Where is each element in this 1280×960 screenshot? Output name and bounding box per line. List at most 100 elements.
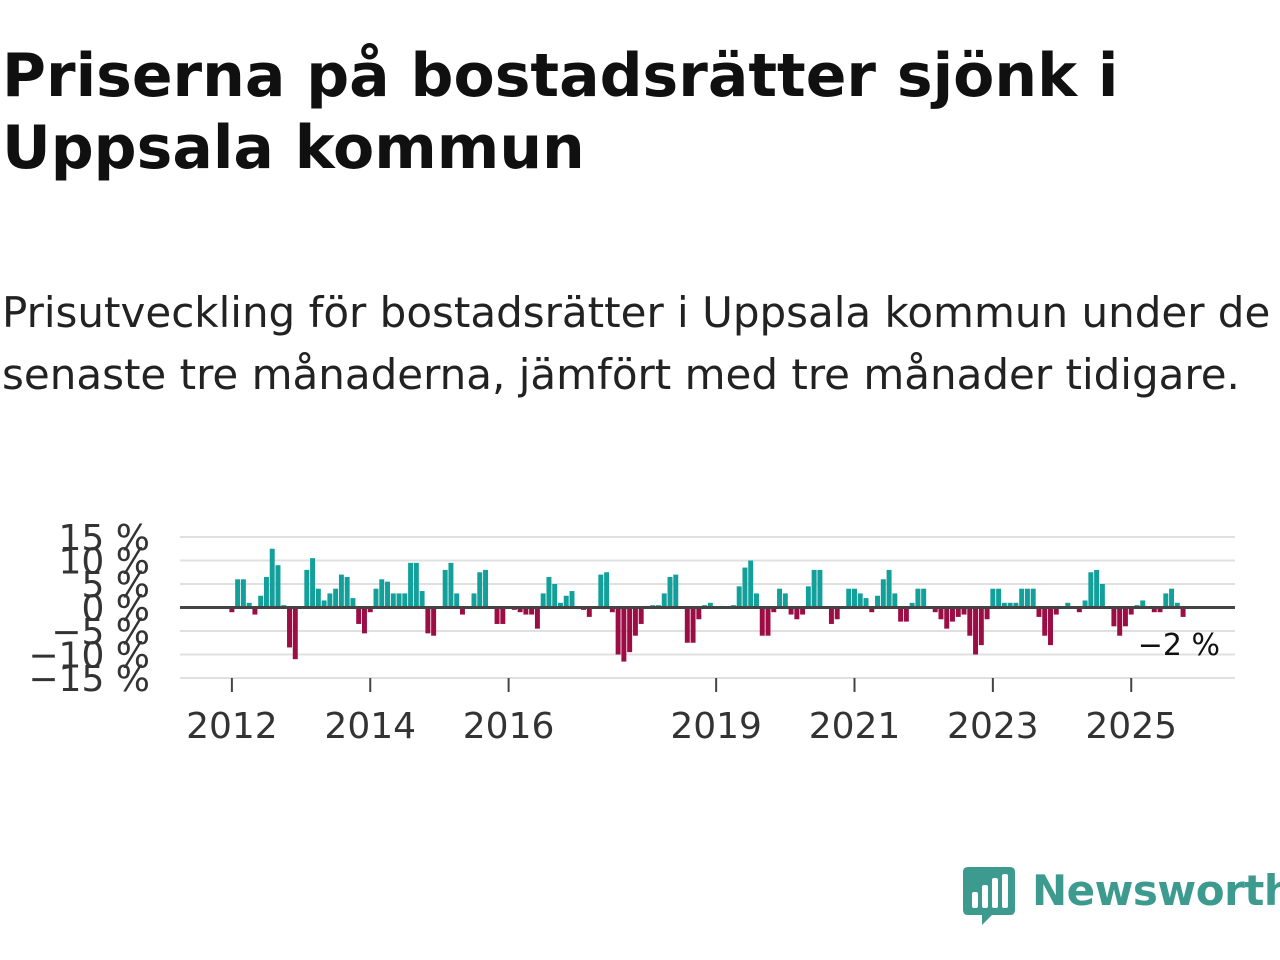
bar <box>1036 607 1042 617</box>
x-axis-ticks: 2012 2014 2016 2019 2021 2023 2025 <box>186 678 1177 747</box>
bar <box>857 593 863 608</box>
x-tick-label: 2025 <box>1085 706 1177 747</box>
bar <box>390 593 396 608</box>
bar <box>534 607 540 629</box>
bar <box>1174 602 1180 608</box>
bar <box>673 574 679 608</box>
bar <box>950 607 955 622</box>
bar <box>903 607 909 622</box>
bar <box>909 602 915 608</box>
bar <box>869 607 875 613</box>
bar <box>292 607 298 660</box>
bar <box>777 588 783 608</box>
bar <box>552 584 558 608</box>
bar <box>978 607 984 646</box>
x-tick-label: 2023 <box>947 706 1039 747</box>
bar <box>1065 602 1071 608</box>
y-tick-label: 5 % <box>81 565 150 606</box>
bar <box>361 607 367 634</box>
bar <box>454 593 460 608</box>
bar <box>379 579 385 608</box>
bar <box>632 607 638 636</box>
bar <box>1151 607 1157 613</box>
y-tick-label: −15 % <box>28 659 150 700</box>
newsworthy-logo-text: Newsworthy <box>1032 866 1280 915</box>
bar <box>736 586 742 608</box>
bar <box>1094 569 1100 608</box>
bar <box>327 593 333 608</box>
bar <box>811 569 817 608</box>
bar <box>684 607 690 643</box>
bar <box>402 593 408 608</box>
bar <box>350 598 356 608</box>
chart-subtitle: Prisutveckling för bostadsrätter i Uppsa… <box>2 288 1271 399</box>
bar <box>1111 607 1117 627</box>
bar <box>517 607 523 613</box>
bar <box>235 579 241 608</box>
bar <box>246 602 252 608</box>
bars <box>229 548 1186 662</box>
bar <box>263 576 269 608</box>
bar <box>546 576 552 608</box>
bar <box>310 558 316 608</box>
bar <box>229 607 235 613</box>
bar <box>661 593 667 608</box>
bar <box>707 602 713 608</box>
bar <box>385 581 390 608</box>
bar <box>275 565 281 608</box>
y-axis-ticks: −15 %−10 %−5 %0 %5 %10 %15 % <box>28 518 150 700</box>
bar <box>304 569 310 608</box>
bar <box>892 593 898 608</box>
chart-title: Priserna på bostadsrätter sjönk i Uppsal… <box>2 41 1119 183</box>
bar <box>765 607 771 636</box>
bar <box>529 607 535 615</box>
bar <box>287 607 292 648</box>
bar <box>967 607 973 636</box>
bar <box>1019 588 1025 608</box>
bar <box>1122 607 1128 627</box>
bar <box>240 579 246 608</box>
bar <box>1169 588 1175 608</box>
bar <box>321 600 327 608</box>
bar <box>1157 607 1163 613</box>
bar <box>500 607 506 624</box>
bar <box>863 598 869 608</box>
bar <box>413 562 419 608</box>
bar <box>1030 588 1036 608</box>
bar <box>944 607 950 629</box>
y-tick-label: 15 % <box>59 518 150 559</box>
bar <box>794 607 800 620</box>
bar <box>1076 607 1082 613</box>
bar <box>621 607 627 662</box>
x-tick-label: 2019 <box>670 706 762 747</box>
bar <box>1007 602 1013 608</box>
bar <box>915 588 921 608</box>
bar <box>615 607 621 655</box>
x-tick-label: 2012 <box>186 706 278 747</box>
bar <box>540 593 546 608</box>
bar <box>875 595 881 608</box>
bar <box>990 588 996 608</box>
bar <box>782 593 788 608</box>
bar <box>880 579 886 608</box>
bar <box>1042 607 1048 636</box>
bar <box>419 591 425 608</box>
bar <box>258 595 264 608</box>
bar <box>598 574 604 608</box>
x-tick-label: 2016 <box>463 706 555 747</box>
bar <box>1001 602 1007 608</box>
bar <box>425 607 431 634</box>
bar <box>817 569 823 608</box>
last-value-label: −2 % <box>1138 628 1220 663</box>
bar <box>471 593 477 608</box>
bar <box>586 607 592 617</box>
bar <box>788 607 794 615</box>
bar <box>1180 607 1186 617</box>
bar <box>886 569 892 608</box>
bar <box>1053 607 1059 615</box>
bar <box>1140 600 1146 608</box>
bar <box>667 576 673 608</box>
x-tick-label: 2021 <box>809 706 901 747</box>
bar <box>1088 572 1094 608</box>
bar <box>356 607 362 624</box>
